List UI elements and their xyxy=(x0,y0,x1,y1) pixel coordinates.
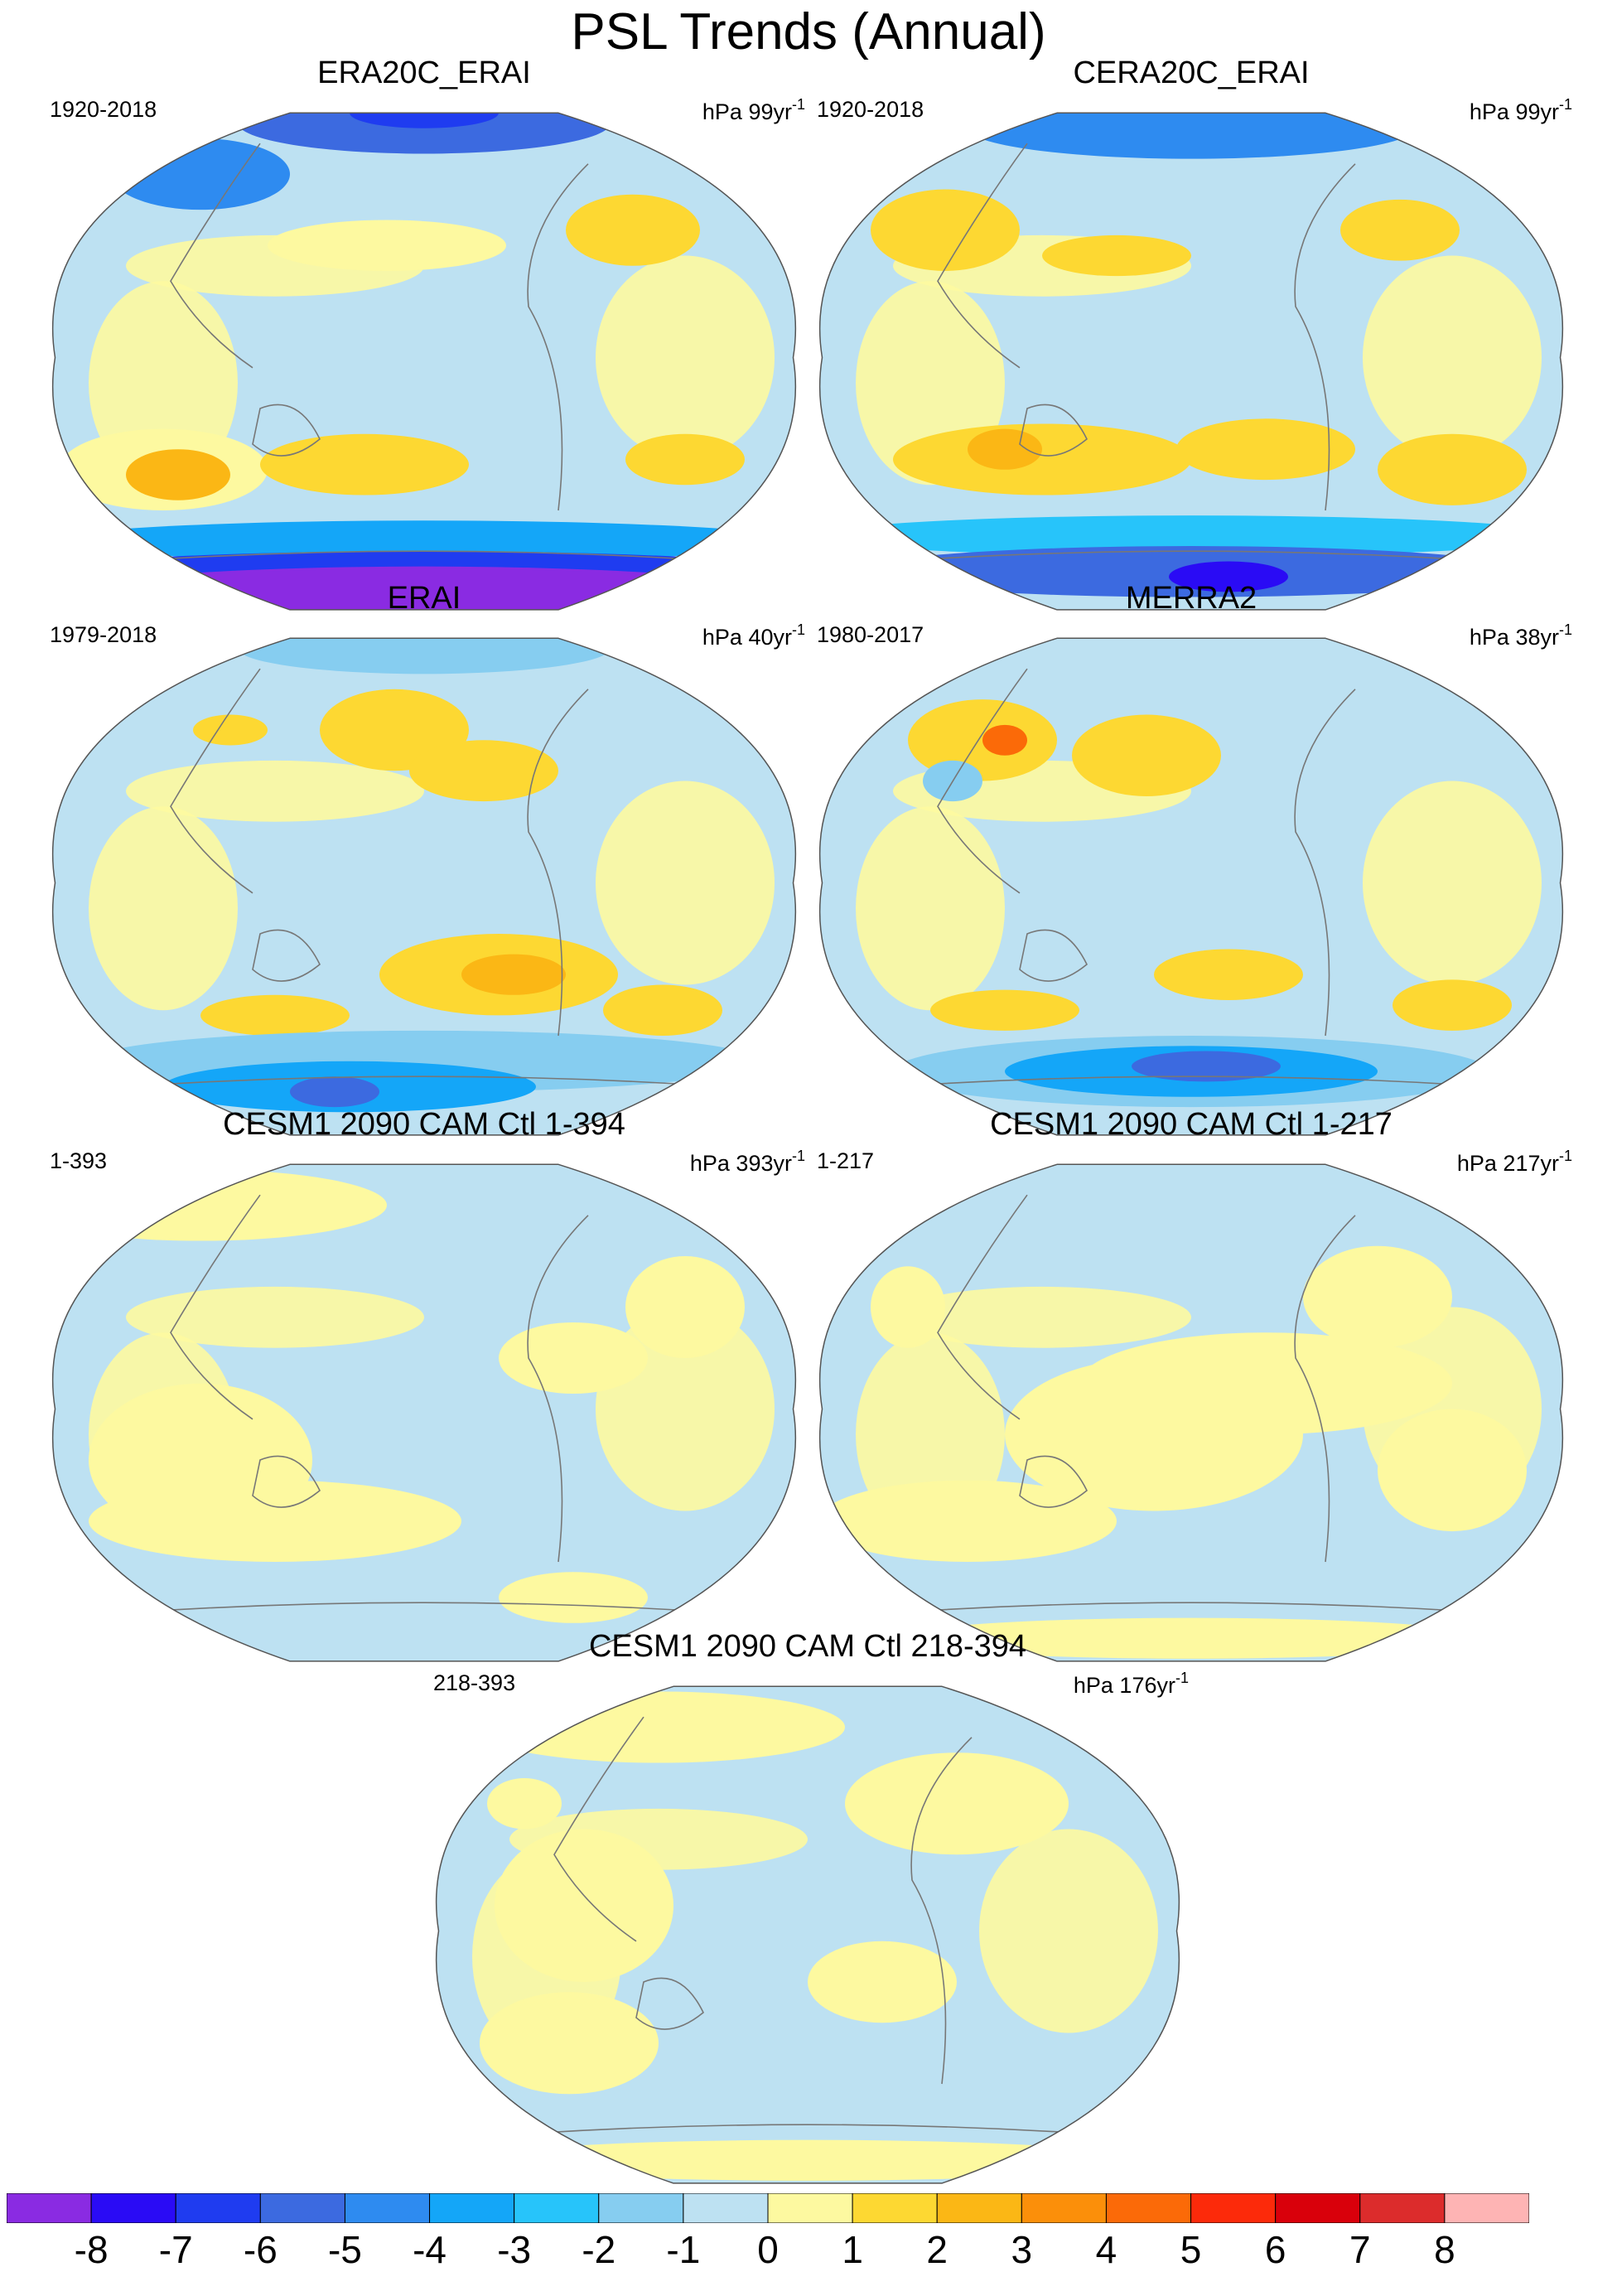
panel-units: hPa 176yr-1 xyxy=(1073,1670,1189,1698)
colorbar-swatch xyxy=(1275,2193,1361,2223)
colorbar-tick-label: 8 xyxy=(1434,2228,1455,2271)
colorbar-tick-label: 3 xyxy=(1011,2228,1033,2271)
colorbar-swatch xyxy=(429,2193,515,2223)
panel-title: ERAI xyxy=(387,581,461,616)
colorbar-swatch xyxy=(1444,2193,1529,2223)
map-panel: CESM1 2090 CAM Ctl 1-217 1-217 hPa 217yr-1 xyxy=(817,1107,1572,1664)
colorbar-tick-label: -2 xyxy=(582,2228,616,2271)
panel-title: MERRA2 xyxy=(1125,581,1257,616)
colorbar-swatch xyxy=(1359,2193,1446,2223)
colorbar-tick-label: -8 xyxy=(74,2228,109,2271)
map-panel: ERA20C_ERAI 1920-2018 hPa 99yr-1 xyxy=(50,56,805,612)
world-map xyxy=(435,1685,1180,2184)
colorbar-tick-label: -1 xyxy=(666,2228,701,2271)
colorbar-tick-label: 0 xyxy=(757,2228,779,2271)
map-panel: CESM1 2090 CAM Ctl 218-394 218-393 hPa 176… xyxy=(433,1629,1189,2186)
world-map xyxy=(51,112,797,611)
colorbar-swatch xyxy=(936,2193,1022,2223)
colorbar-swatch xyxy=(767,2193,853,2223)
panel-title: ERA20C_ERAI xyxy=(317,56,531,90)
colorbar-tick-label: 2 xyxy=(926,2228,948,2271)
panel-units: hPa 38yr-1 xyxy=(1469,621,1572,650)
map-panel: MERRA2 1980-2017 hPa 38yr-1 xyxy=(817,581,1572,1138)
panel-period: 1-217 xyxy=(817,1148,875,1173)
colorbar-swatch xyxy=(1021,2193,1107,2223)
colorbar-swatch xyxy=(514,2193,600,2223)
colorbar-swatch xyxy=(852,2193,938,2223)
panel-period: 1920-2018 xyxy=(817,97,924,122)
colorbar-tick-label: -3 xyxy=(497,2228,532,2271)
map-panel: CERA20C_ERAI 1920-2018 hPa 99yr-1 xyxy=(817,56,1572,612)
colorbar-tick-label: 7 xyxy=(1349,2228,1371,2271)
map-panel: CESM1 2090 CAM Ctl 1-394 1-393 hPa 393yr-1 xyxy=(50,1107,805,1664)
colorbar-swatch xyxy=(90,2193,176,2223)
colorbar-swatch xyxy=(259,2193,345,2223)
colorbar-tick-label: -5 xyxy=(327,2228,362,2271)
figure-title: PSL Trends (Annual) xyxy=(571,3,1046,60)
panel-period: 1980-2017 xyxy=(817,622,924,647)
panel-units: hPa 393yr-1 xyxy=(689,1148,805,1176)
world-map xyxy=(818,637,1564,1136)
panel-units: hPa 99yr-1 xyxy=(1469,96,1572,124)
panel-title: CESM1 2090 CAM Ctl 1-217 xyxy=(990,1107,1393,1142)
panel-period: 1920-2018 xyxy=(50,97,157,122)
panel-units: hPa 217yr-1 xyxy=(1456,1148,1572,1176)
colorbar-tick-label: -4 xyxy=(413,2228,446,2271)
colorbar-swatch xyxy=(683,2193,769,2223)
colorbar-swatch xyxy=(175,2193,261,2223)
colorbar-swatch xyxy=(1190,2193,1277,2223)
panel-title: CERA20C_ERAI xyxy=(1073,56,1310,90)
panel-units: hPa 40yr-1 xyxy=(702,621,805,650)
panel-units: hPa 99yr-1 xyxy=(702,96,805,124)
colorbar-swatch xyxy=(7,2193,92,2223)
panel-title: CESM1 2090 CAM Ctl 218-394 xyxy=(588,1629,1027,1664)
colorbar-swatch xyxy=(344,2193,431,2223)
panel-period: 1979-2018 xyxy=(50,622,157,647)
world-map xyxy=(51,637,797,1136)
map-panel: ERAI 1979-2018 hPa 40yr-1 xyxy=(50,581,805,1138)
colorbar-tick-label: 5 xyxy=(1180,2228,1202,2271)
panel-period: 1-393 xyxy=(50,1148,108,1173)
colorbar-tick-label: 4 xyxy=(1095,2228,1117,2271)
world-map xyxy=(818,1163,1564,1662)
panel-period: 218-393 xyxy=(433,1670,516,1695)
colorbar-swatch xyxy=(598,2193,684,2223)
colorbar-tick-label: 6 xyxy=(1264,2228,1286,2271)
colorbar-swatch xyxy=(1105,2193,1192,2223)
world-map xyxy=(51,1163,797,1662)
colorbar-tick-label: -7 xyxy=(158,2228,193,2271)
colorbar xyxy=(7,2193,1529,2223)
colorbar-tick-label: 1 xyxy=(842,2228,863,2271)
panel-title: CESM1 2090 CAM Ctl 1-394 xyxy=(223,1107,625,1142)
world-map xyxy=(818,112,1564,611)
colorbar-tick-label: -6 xyxy=(243,2228,278,2271)
